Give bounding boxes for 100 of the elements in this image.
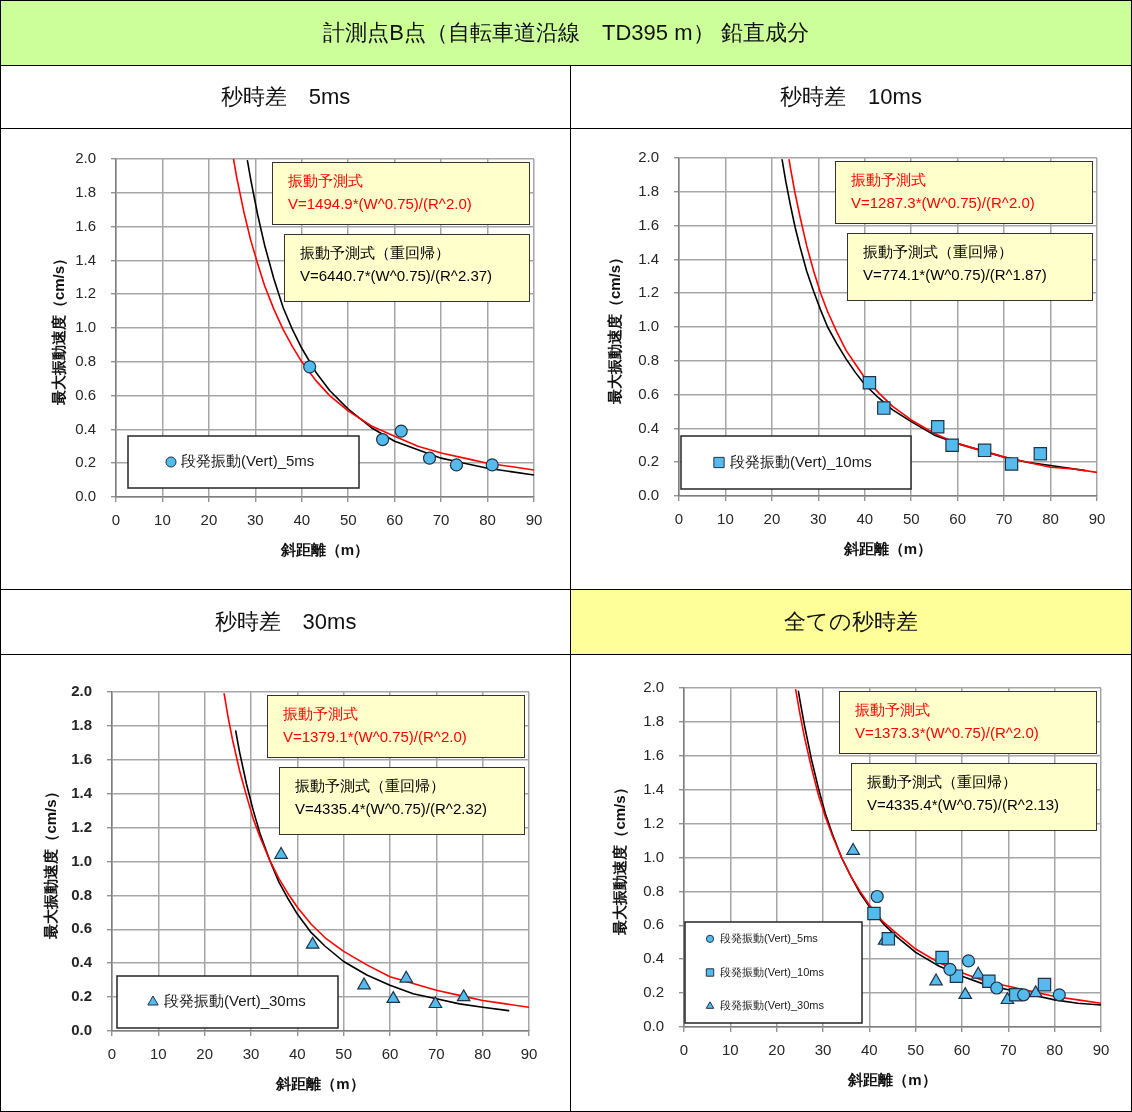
- annotation: V=4335.4*(W^0.75)/(R^2.32): [295, 800, 488, 817]
- y-tick-label: 1.0: [638, 317, 659, 335]
- y-tick-label: 1.8: [75, 182, 96, 200]
- annotation: V=6440.7*(W^0.75)/(R^2.37): [300, 267, 493, 284]
- point: [274, 846, 288, 859]
- x-tick-label: 10: [149, 1045, 167, 1063]
- point: [935, 950, 949, 965]
- annotation: V=1373.3*(W^0.75)/(R^2.0): [855, 724, 1039, 741]
- y-tick-label: 0.6: [643, 915, 664, 933]
- point: [394, 424, 408, 438]
- x-tick-label: 30: [814, 1041, 832, 1059]
- annotation: 振動予測式（重回帰）: [867, 773, 1017, 790]
- point: [303, 360, 317, 374]
- y-tick-label: 0.0: [75, 487, 96, 505]
- y-tick-label: 2.0: [643, 678, 664, 696]
- y-tick-label: 0.8: [71, 885, 92, 903]
- chart-title: 秒時差 10ms: [780, 83, 922, 111]
- y-tick-label: 0.2: [75, 453, 96, 471]
- annotation: 振動予測式（重回帰）: [863, 243, 1013, 260]
- point: [1052, 988, 1066, 1002]
- y-tick-label: 0.0: [638, 486, 659, 504]
- point: [422, 451, 437, 465]
- note-box: 振動予測式 V=1379.1*(W^0.75)/(R^2.0): [267, 695, 525, 758]
- x-tick-label: 20: [200, 511, 218, 529]
- y-tick-label: 0.2: [638, 452, 659, 470]
- annotation: V=1379.1*(W^0.75)/(R^2.0): [283, 728, 467, 745]
- y-tick-label: 0.4: [71, 953, 93, 971]
- point: [456, 989, 471, 1002]
- point: [990, 981, 1004, 995]
- x-tick-label: 50: [339, 511, 357, 529]
- x-axis-title: 斜距離（m）: [275, 1075, 365, 1093]
- x-tick-label: 70: [999, 1041, 1017, 1059]
- point: [929, 973, 943, 986]
- note-box: 振動予測式（重回帰） V=774.1*(W^0.75)/(R^1.87): [847, 233, 1093, 301]
- x-tick-label: 0: [111, 511, 121, 529]
- annotation: V=4335.4*(W^0.75)/(R^2.13): [867, 796, 1060, 813]
- y-tick-label: 1.2: [643, 813, 664, 831]
- y-tick-label: 0.8: [643, 881, 664, 899]
- x-tick-label: 40: [860, 1041, 878, 1059]
- legend-label: 段発振動(Vert)_30ms: [164, 992, 306, 1010]
- y-tick-label: 0.6: [638, 384, 659, 402]
- legend-label: 段発振動(Vert)_5ms: [181, 452, 315, 470]
- y-tick-label: 0.0: [643, 1017, 664, 1035]
- chart-title: 秒時差 5ms: [220, 83, 351, 111]
- legend-label: 段発振動(Vert)_5ms: [720, 931, 819, 944]
- x-tick-label: 0: [107, 1045, 117, 1063]
- point: [485, 458, 499, 472]
- point: [870, 889, 884, 904]
- note-box: 振動予測式 V=1494.9*(W^0.75)/(R^2.0): [272, 162, 530, 225]
- point: [357, 977, 371, 990]
- point: [945, 438, 959, 453]
- y-tick-label: 1.0: [71, 851, 92, 869]
- y-tick-label: 0.6: [71, 919, 92, 937]
- y-tick-label: 1.6: [643, 745, 664, 763]
- x-axis-title: 斜距離（m）: [842, 540, 933, 558]
- x-tick-label: 70: [995, 510, 1013, 528]
- y-tick-label: 2.0: [75, 149, 96, 167]
- point: [305, 936, 320, 949]
- y-tick-label: 1.2: [638, 283, 659, 301]
- point: [877, 401, 891, 415]
- annotation: 振動予測式（重回帰）: [300, 244, 450, 261]
- annotation: 振動予測式: [851, 171, 926, 188]
- x-tick-label: 40: [293, 511, 311, 529]
- chart-title: 秒時差 30ms: [214, 608, 357, 636]
- point: [961, 954, 976, 968]
- y-tick-label: 1.4: [71, 783, 93, 801]
- annotation: 振動予測式（重回帰）: [295, 777, 445, 794]
- y-tick-label: 1.6: [71, 749, 92, 767]
- x-tick-label: 70: [427, 1045, 445, 1063]
- y-tick-label: 0.4: [75, 419, 96, 437]
- note-box: 振動予測式 V=1287.3*(W^0.75)/(R^2.0): [835, 161, 1093, 224]
- point: [862, 376, 877, 390]
- x-tick-label: 50: [907, 1041, 925, 1059]
- legend-label: 段発振動(Vert)_10ms: [730, 452, 872, 470]
- note-box: 振動予測式 V=1373.3*(W^0.75)/(R^2.0): [839, 691, 1097, 754]
- x-tick-label: 60: [949, 510, 967, 528]
- legend-label: 段発振動(Vert)_10ms: [720, 965, 825, 978]
- x-tick-label: 10: [721, 1041, 739, 1059]
- y-axis-title: 最大振動速度（cm/s）: [606, 249, 624, 406]
- y-tick-label: 1.4: [643, 779, 664, 797]
- y-axis-title: 最大振動速度（cm/s）: [611, 780, 629, 936]
- x-axis-title: 斜距離（m）: [279, 541, 370, 559]
- y-tick-label: 0.6: [75, 385, 96, 403]
- y-tick-label: 1.8: [71, 716, 92, 734]
- point: [399, 970, 414, 983]
- x-tick-label: 10: [154, 511, 171, 529]
- legend-label: 段発振動(Vert)_30ms: [720, 999, 825, 1012]
- point: [1037, 977, 1052, 992]
- point: [375, 432, 390, 447]
- note-box: 振動予測式（重回帰） V=4335.4*(W^0.75)/(R^2.13): [851, 763, 1097, 831]
- x-tick-label: 10: [717, 510, 734, 528]
- x-tick-label: 40: [856, 510, 874, 528]
- point: [428, 996, 443, 1009]
- point: [881, 932, 896, 946]
- x-tick-label: 0: [674, 510, 684, 528]
- text: 計測点B点（自転車道沿線 TD395 m） 鉛直成分: [323, 19, 809, 47]
- x-tick-label: 70: [432, 511, 450, 529]
- x-tick-label: 60: [953, 1041, 971, 1059]
- y-tick-label: 1.0: [643, 847, 664, 865]
- point: [958, 987, 973, 999]
